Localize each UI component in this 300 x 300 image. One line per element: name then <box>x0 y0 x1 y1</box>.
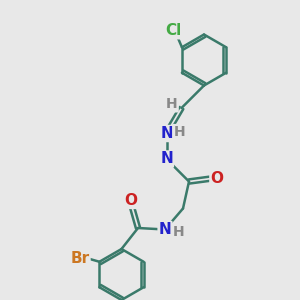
Text: N: N <box>160 126 173 141</box>
Text: Cl: Cl <box>165 23 181 38</box>
Text: O: O <box>124 193 137 208</box>
Text: Br: Br <box>70 251 89 266</box>
Text: H: H <box>166 98 178 111</box>
Text: N: N <box>160 152 173 166</box>
Text: O: O <box>210 171 224 186</box>
Text: H: H <box>173 226 184 239</box>
Text: N: N <box>159 222 171 237</box>
Text: H: H <box>173 125 185 139</box>
